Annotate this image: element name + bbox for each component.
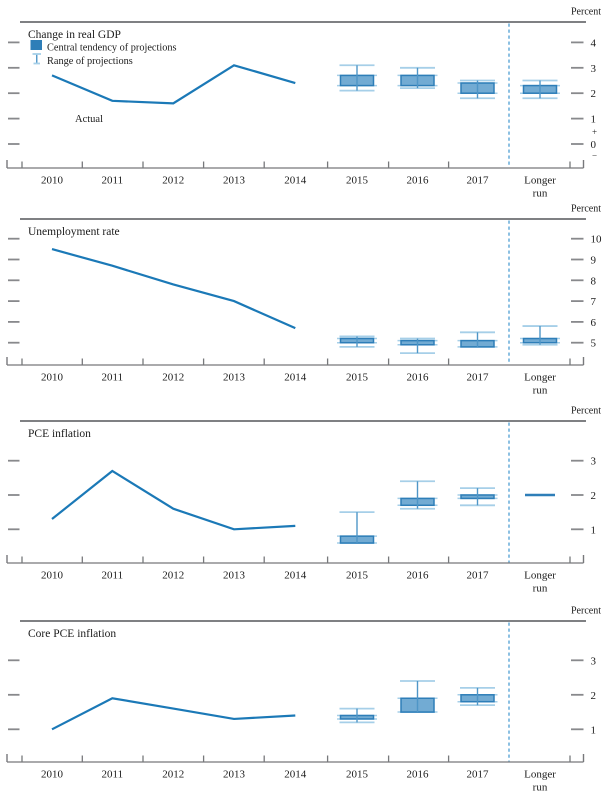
unit-label: Percent (571, 606, 601, 617)
y-tick-label: 8 (591, 275, 597, 287)
x-axis-year-label: 2012 (162, 372, 184, 384)
actual-annotation-label: Actual (75, 114, 103, 125)
legend-label-central-tendency: Central tendency of projections (47, 43, 177, 54)
x-axis-year-label: 2012 (162, 175, 184, 187)
x-axis-year-label: 2010 (41, 570, 64, 582)
y-tick-label: 1 (591, 114, 597, 126)
y-tick-label: 10 (591, 234, 603, 246)
x-axis-longer-run-label: Longer (524, 175, 556, 187)
unit-label: Percent (571, 406, 601, 417)
x-axis-longer-run-label: Longer (524, 570, 556, 582)
x-axis-year-label: 2014 (284, 769, 307, 781)
x-axis-year-label: 2013 (223, 769, 246, 781)
unit-label: Percent (571, 204, 601, 215)
x-axis-year-label: 2016 (407, 175, 430, 187)
x-axis-year-label: 2012 (162, 570, 184, 582)
x-axis-year-label: 2010 (41, 175, 64, 187)
x-axis-year-label: 2017 (467, 372, 490, 384)
x-axis-year-label: 2017 (467, 769, 490, 781)
y-tick-label: 1 (591, 524, 597, 536)
panel-title: Core PCE inflation (28, 628, 116, 640)
x-axis-longer-run-label: Longer (524, 769, 556, 781)
y-tick-label: 4 (591, 37, 597, 49)
x-axis-year-label: 2015 (346, 570, 369, 582)
x-axis-year-label: 2015 (346, 769, 369, 781)
y-tick-label: 3 (591, 63, 597, 75)
y-tick-label: 2 (591, 88, 597, 100)
x-axis-year-label: 2011 (102, 570, 124, 582)
x-axis-year-label: 2014 (284, 372, 307, 384)
x-axis-year-label: 2015 (346, 372, 369, 384)
plus-sign: + (592, 127, 597, 137)
x-axis-year-label: 2013 (223, 570, 246, 582)
x-axis-year-label: 2011 (102, 769, 124, 781)
x-axis-year-label: 2010 (41, 769, 64, 781)
x-axis-year-label: 2016 (407, 570, 430, 582)
x-axis-year-label: 2011 (102, 372, 124, 384)
x-axis-longer-run-label: Longer (524, 372, 556, 384)
unit-label: Percent (571, 7, 601, 18)
legend-label-range: Range of projections (47, 56, 133, 67)
x-axis-year-label: 2013 (223, 175, 246, 187)
y-tick-label: 2 (591, 690, 597, 702)
x-axis-year-label: 2016 (407, 372, 430, 384)
y-tick-label: 3 (591, 456, 597, 468)
y-tick-label: 5 (591, 338, 597, 350)
x-axis-year-label: 2016 (407, 769, 430, 781)
y-tick-label: 6 (591, 317, 597, 329)
x-axis-year-label: 2017 (467, 570, 490, 582)
actual-data-line (51, 469, 296, 531)
x-axis-year-label: 2017 (467, 175, 490, 187)
minus-sign: − (592, 151, 597, 161)
panel-title: PCE inflation (28, 428, 91, 440)
x-axis-longer-run-label: run (533, 583, 548, 595)
x-axis-year-label: 2010 (41, 372, 64, 384)
actual-data-line (51, 64, 296, 105)
x-axis-longer-run-label: run (533, 188, 548, 200)
y-tick-label: 0 (591, 139, 597, 151)
panel-title: Change in real GDP (28, 29, 121, 41)
actual-data-line (51, 248, 296, 330)
x-axis-longer-run-label: run (533, 782, 548, 794)
y-tick-label: 3 (591, 655, 597, 667)
y-tick-label: 9 (591, 255, 597, 267)
x-axis-year-label: 2011 (102, 175, 124, 187)
x-axis-year-label: 2014 (284, 175, 307, 187)
y-tick-label: 7 (591, 296, 597, 308)
actual-data-line (51, 697, 296, 731)
x-axis-longer-run-label: run (533, 385, 548, 397)
y-tick-label: 2 (591, 490, 597, 502)
x-axis-year-label: 2014 (284, 570, 307, 582)
y-tick-label: 1 (591, 724, 597, 736)
x-axis-year-label: 2015 (346, 175, 369, 187)
panel-title: Unemployment rate (28, 226, 120, 238)
x-axis-year-label: 2013 (223, 372, 246, 384)
x-axis-year-label: 2012 (162, 769, 184, 781)
legend-central-tendency-swatch-icon (30, 40, 42, 50)
